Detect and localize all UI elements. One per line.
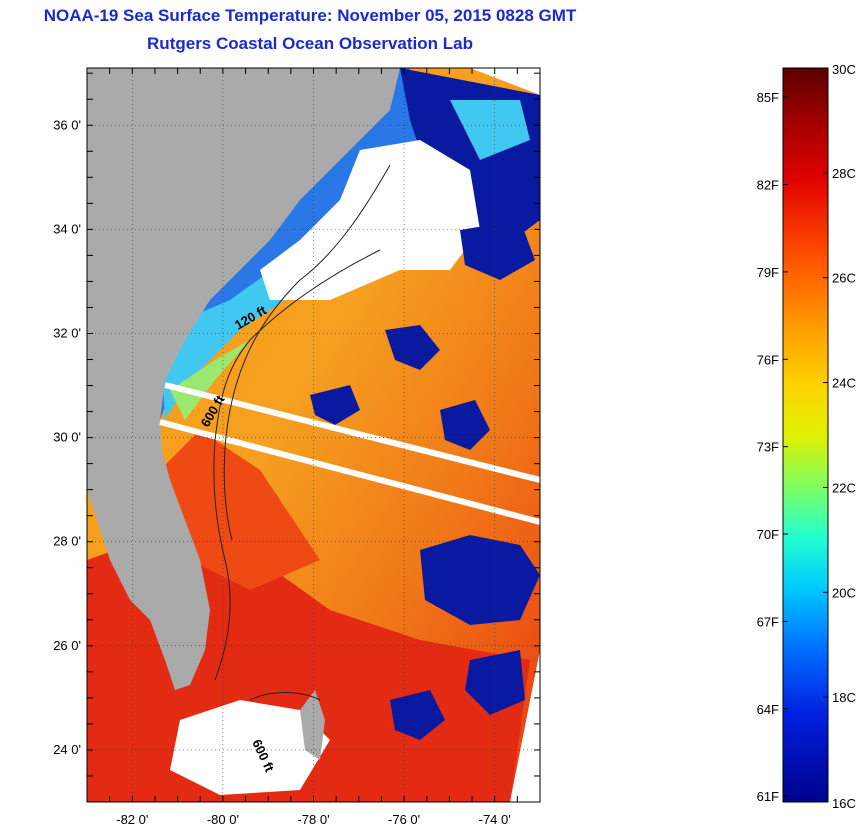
colorbar-fahrenheit-label: 64F <box>757 702 779 717</box>
lon-tick-label: -74 0' <box>479 812 511 827</box>
colorbar-fahrenheit-label: 61F <box>757 789 779 804</box>
colorbar-celsius-label: 18C <box>832 690 856 705</box>
colorbar-celsius-label: 16C <box>832 796 856 811</box>
colorbar-labels: 30C 28C 26C 24C 22C 20C 18C 16C 85F 82F 79F 76F 73F 7… <box>757 62 856 811</box>
lat-tick-label: 30 0' <box>53 430 81 445</box>
map-subtitle: Rutgers Coastal Ocean Observation Lab <box>147 34 473 53</box>
axis-ticks <box>86 68 541 803</box>
swath-gap-line <box>164 382 540 483</box>
lon-tick-label: -78 0' <box>297 812 329 827</box>
map-title: NOAA-19 Sea Surface Temperature: Novembe… <box>43 6 577 25</box>
contour-120ft <box>213 249 381 681</box>
colorbar-fahrenheit-label: 67F <box>757 614 779 629</box>
colorbar-fahrenheit-label: 85F <box>757 90 779 105</box>
colorbar-fahrenheit-label: 70F <box>757 527 779 542</box>
lat-tick-label: 34 0' <box>53 221 81 236</box>
longitude-axis: -82 0' -80 0' -78 0' -76 0' -74 0' <box>116 812 511 827</box>
contour-600ft <box>223 164 391 541</box>
swath-gap-line <box>159 419 540 525</box>
colorbar <box>782 67 829 803</box>
land-mass <box>87 68 400 690</box>
colorbar-fahrenheit-label: 79F <box>757 265 779 280</box>
colorbar-celsius-label: 20C <box>832 585 856 600</box>
colorbar-fahrenheit-label: 82F <box>757 178 779 193</box>
cloud-keys <box>170 700 330 795</box>
colorbar-fahrenheit-label: 73F <box>757 440 779 455</box>
cloud-north <box>260 140 480 300</box>
colorbar-celsius-label: 26C <box>832 271 856 286</box>
lat-tick-label: 36 0' <box>53 117 81 132</box>
lon-tick-label: -80 0' <box>207 812 239 827</box>
colorbar-celsius-label: 28C <box>832 166 856 181</box>
bahamas-land <box>300 690 325 760</box>
lat-tick-label: 26 0' <box>53 638 81 653</box>
lat-tick-label: 24 0' <box>53 742 81 757</box>
map-plot-area <box>87 68 540 802</box>
colorbar-fahrenheit-label: 76F <box>757 352 779 367</box>
cold-patch-east <box>420 535 540 625</box>
lon-tick-label: -76 0' <box>388 812 420 827</box>
colorbar-celsius-label: 30C <box>832 62 856 77</box>
colorbar-celsius-label: 24C <box>832 376 856 391</box>
lon-tick-label: -82 0' <box>116 812 148 827</box>
colorbar-celsius-label: 22C <box>832 480 856 495</box>
lat-tick-label: 32 0' <box>53 325 81 340</box>
lat-tick-label: 28 0' <box>53 534 81 549</box>
latitude-axis: 36 0' 34 0' 32 0' 30 0' 28 0' 26 0' 24 0' <box>53 117 81 757</box>
